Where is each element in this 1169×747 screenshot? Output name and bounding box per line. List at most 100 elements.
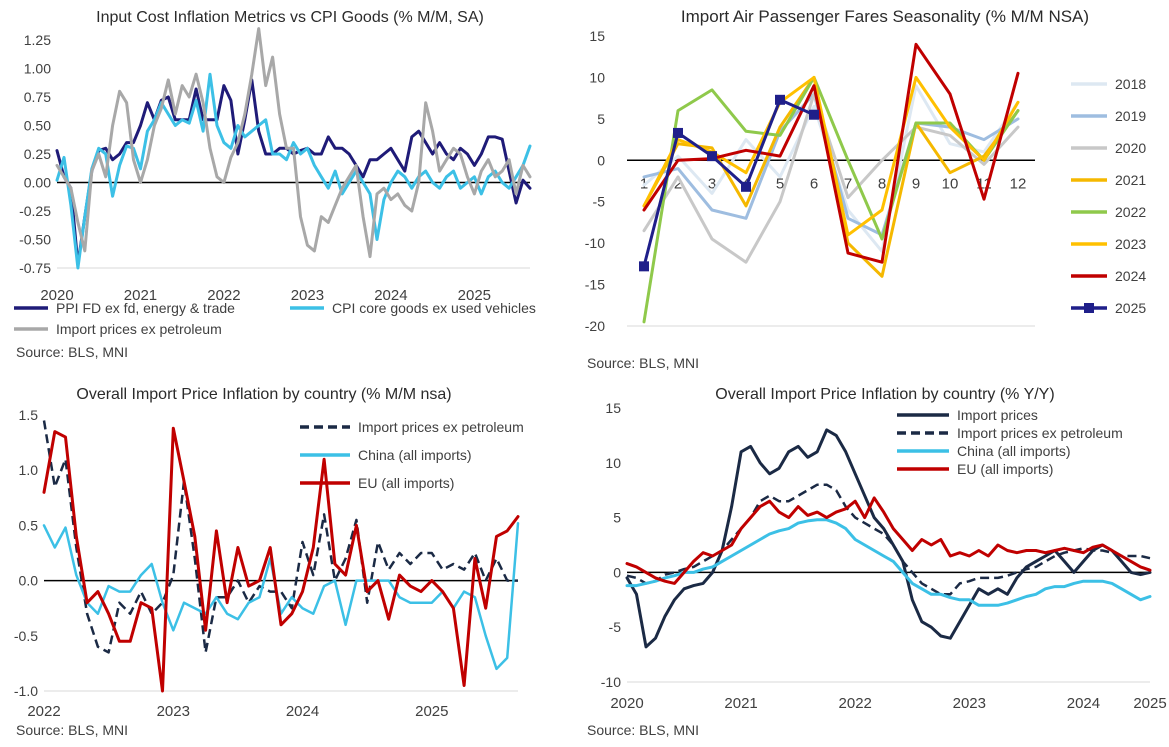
chart-source: Source: BLS, MNI (16, 722, 128, 738)
y-tick-label: -10 (601, 674, 621, 690)
series-line-eu-all-imports (625, 496, 1152, 585)
y-tick-label: 0 (613, 564, 621, 580)
y-tick-label: 5 (597, 111, 605, 127)
legend-entry-2020: 2020 (1071, 140, 1146, 156)
chart-svg: Overall Import Price Inflation by countr… (14, 386, 524, 738)
legend-label: 2024 (1115, 268, 1146, 284)
series-line-import-prices (625, 428, 1152, 649)
legend-entry-ppi-fd-ex-fd-energy-trade: PPI FD ex fd, energy & trade (14, 300, 235, 316)
y-tick-label: -15 (585, 277, 605, 293)
legend-entry-2019: 2019 (1071, 108, 1146, 124)
series-line-import-prices-ex-petroleum (55, 27, 532, 259)
chart-import-price-yy: Overall Import Price Inflation by countr… (575, 378, 1169, 747)
x-tick-label: 2022 (839, 695, 872, 712)
legend-entry-cpi-core-goods-ex-used-vehicles: CPI core goods ex used vehicles (290, 300, 536, 316)
legend-label: Import prices ex petroleum (957, 425, 1123, 441)
y-tick-label: 0.5 (19, 517, 39, 533)
chart-svg: Import Air Passenger Fares Seasonality (… (585, 7, 1147, 371)
data-point-2025 (673, 127, 683, 138)
x-tick-label: 2022 (207, 287, 240, 304)
y-tick-label: 1.5 (19, 407, 39, 423)
x-tick-label: 12 (1010, 175, 1027, 192)
x-tick-label: 2024 (374, 287, 407, 304)
series-line-2024 (642, 42, 1020, 264)
x-tick-label: 2021 (124, 287, 157, 304)
x-tick-label: 2025 (415, 703, 448, 720)
x-tick-label: 5 (776, 175, 784, 192)
x-tick-label: 2022 (27, 703, 60, 720)
legend-label: 2018 (1115, 76, 1146, 92)
y-tick-label: -5 (593, 194, 606, 210)
legend-label: 2021 (1115, 172, 1146, 188)
x-tick-label: 2023 (953, 695, 986, 712)
y-tick-label: 0.50 (24, 118, 51, 134)
series-line-china-all-imports (625, 518, 1152, 607)
legend-label: Import prices ex petroleum (56, 321, 222, 337)
series-line-2020 (642, 92, 1020, 264)
chart-source: Source: BLS, MNI (587, 722, 699, 738)
x-tick-label: 9 (912, 175, 920, 192)
legend-entry-import-prices: Import prices (897, 407, 1038, 423)
legend-label: CPI core goods ex used vehicles (332, 300, 536, 316)
y-tick-label: -0.25 (19, 203, 51, 219)
legend-marker (1084, 303, 1094, 313)
y-tick-label: -0.75 (19, 260, 51, 276)
y-tick-label: 0.00 (24, 175, 51, 191)
chart-source: Source: BLS, MNI (587, 355, 699, 371)
data-point-2025 (707, 151, 717, 162)
x-tick-label: 6 (810, 175, 818, 192)
legend-entry-import-prices-ex-petroleum: Import prices ex petroleum (300, 419, 524, 435)
y-tick-label: 0 (597, 152, 605, 168)
legend-entry-2022: 2022 (1071, 204, 1146, 220)
y-tick-label: -0.50 (19, 232, 51, 248)
legend-entry-china-all-imports: China (all imports) (300, 447, 472, 463)
x-tick-label: 7 (844, 175, 852, 192)
chart-title: Import Air Passenger Fares Seasonality (… (681, 7, 1089, 26)
chart-title: Overall Import Price Inflation by countr… (76, 386, 451, 403)
legend-label: 2023 (1115, 236, 1146, 252)
y-tick-label: -1.0 (14, 683, 38, 699)
legend-entry-import-prices-ex-petroleum: Import prices ex petroleum (14, 321, 222, 337)
x-tick-label: 2023 (157, 703, 190, 720)
y-tick-label: 1.00 (24, 61, 51, 77)
y-tick-label: 1.25 (24, 32, 51, 48)
legend-label: Import prices (957, 407, 1038, 423)
chart-svg: Overall Import Price Inflation by countr… (587, 386, 1167, 738)
x-tick-label: 2 (674, 175, 682, 192)
data-point-2025 (775, 94, 785, 105)
y-tick-label: 15 (605, 400, 621, 416)
x-tick-label: 2025 (1133, 695, 1166, 712)
series-line-cpi-core-goods-ex-used-vehicles (55, 72, 532, 270)
y-tick-label: 10 (605, 455, 621, 471)
legend-entry-2025: 2025 (1071, 300, 1146, 316)
legend-label: EU (all imports) (358, 475, 454, 491)
y-tick-label: 15 (589, 28, 605, 44)
legend-label: PPI FD ex fd, energy & trade (56, 300, 235, 316)
chart-input-cost-inflation: Input Cost Inflation Metrics vs CPI Good… (0, 0, 560, 370)
data-point-2025 (741, 181, 751, 192)
legend-entry-2024: 2024 (1071, 268, 1146, 284)
x-tick-label: 8 (878, 175, 886, 192)
x-tick-label: 2020 (610, 695, 643, 712)
series-line-2025 (642, 98, 816, 268)
y-tick-label: 0.0 (19, 573, 39, 589)
x-tick-label: 3 (708, 175, 716, 192)
x-tick-label: 2020 (40, 287, 73, 304)
data-point-2025 (639, 261, 649, 272)
series-line-import-prices-ex-petroleum (42, 420, 518, 654)
x-tick-label: 2021 (724, 695, 757, 712)
legend-entry-2018: 2018 (1071, 76, 1146, 92)
legend-label: China (all imports) (957, 443, 1071, 459)
y-tick-label: 0.25 (24, 146, 51, 162)
y-tick-label: -5 (609, 619, 622, 635)
legend-label: 2025 (1115, 300, 1146, 316)
y-tick-label: -10 (585, 235, 605, 251)
chart-air-fares-seasonality: Import Air Passenger Fares Seasonality (… (575, 0, 1169, 380)
legend-label: 2022 (1115, 204, 1146, 220)
x-tick-label: 2025 (458, 287, 491, 304)
y-tick-label: 1.0 (19, 462, 39, 478)
series-line-2023 (642, 75, 1020, 237)
chart-title: Input Cost Inflation Metrics vs CPI Good… (96, 9, 484, 26)
x-tick-label: 2024 (1067, 695, 1100, 712)
chart-import-price-mm: Overall Import Price Inflation by countr… (0, 378, 560, 747)
